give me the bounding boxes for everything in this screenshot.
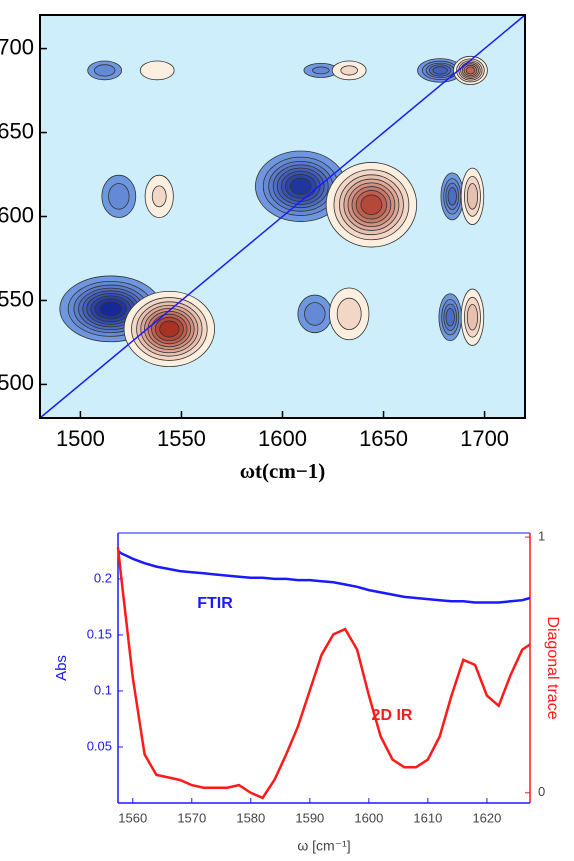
series-line xyxy=(117,549,531,604)
contour-level xyxy=(360,194,383,215)
contour-level xyxy=(159,320,180,338)
series-line xyxy=(116,547,531,800)
peak xyxy=(331,60,367,81)
peak xyxy=(87,60,123,81)
contour-level xyxy=(466,303,479,331)
x-tick-label: 1570 xyxy=(177,810,206,825)
peak xyxy=(255,150,347,222)
x-tick-label: 1590 xyxy=(295,810,324,825)
y-tick-label: 1550 xyxy=(0,286,34,311)
peak xyxy=(438,293,462,342)
x-tick-label: 1580 xyxy=(236,810,265,825)
peak xyxy=(123,290,215,368)
series-label: 2D IR xyxy=(372,707,413,724)
x-tick-label: 1560 xyxy=(118,810,147,825)
diagonal xyxy=(39,14,526,419)
peak xyxy=(297,294,333,334)
x-axis-label: ωt(cm−1) xyxy=(240,459,326,483)
contour-level xyxy=(445,308,455,327)
contour-level xyxy=(465,66,476,75)
y-tick-label: 1650 xyxy=(0,118,34,143)
x-tick-label: 1500 xyxy=(56,426,105,451)
y-tick-label: 1600 xyxy=(0,202,34,227)
peak xyxy=(144,174,174,218)
x-tick-label: 1610 xyxy=(413,810,442,825)
y-tick-label: 0.05 xyxy=(87,738,112,753)
peak xyxy=(460,288,485,346)
peak xyxy=(325,162,418,248)
contour-level xyxy=(151,185,167,208)
contour-level xyxy=(99,301,123,317)
peak xyxy=(303,62,339,78)
contour-level xyxy=(466,183,479,210)
contour-level xyxy=(304,302,326,326)
contour-level xyxy=(108,183,130,210)
contour-level xyxy=(447,187,457,206)
y2-tick-label: 0 xyxy=(538,784,545,799)
x-tick-label: 1650 xyxy=(359,426,408,451)
peak xyxy=(328,287,370,341)
y-tick-label: 0.1 xyxy=(94,682,112,697)
y-tick-label: 1700 xyxy=(0,34,34,59)
contour-level xyxy=(336,297,362,331)
peak xyxy=(101,174,137,218)
y2-tick-label: 1 xyxy=(538,529,545,544)
y-tick-label: 0.2 xyxy=(94,570,112,585)
contour-level xyxy=(312,66,330,75)
contour-level xyxy=(93,64,116,77)
contour-level xyxy=(340,65,358,76)
contour-level xyxy=(139,60,175,81)
x-tick-label: 1600 xyxy=(258,426,307,451)
x-tick-label: 1700 xyxy=(460,426,509,451)
contour-level xyxy=(432,66,448,75)
peak xyxy=(440,172,464,221)
series-label: FTIR xyxy=(197,595,233,612)
y-axis-label: Abs xyxy=(53,655,70,681)
peak xyxy=(460,167,485,225)
y2-axis-label: Diagonal trace xyxy=(544,616,561,719)
contour-level xyxy=(289,177,312,195)
y-tick-label: 1500 xyxy=(0,370,34,395)
x-tick-label: 1600 xyxy=(354,810,383,825)
x-axis-label: ω [cm⁻¹] xyxy=(297,838,350,854)
peak xyxy=(139,60,175,81)
x-tick-label: 1550 xyxy=(157,426,206,451)
y-tick-label: 0.15 xyxy=(87,626,112,641)
x-tick-label: 1620 xyxy=(472,810,501,825)
